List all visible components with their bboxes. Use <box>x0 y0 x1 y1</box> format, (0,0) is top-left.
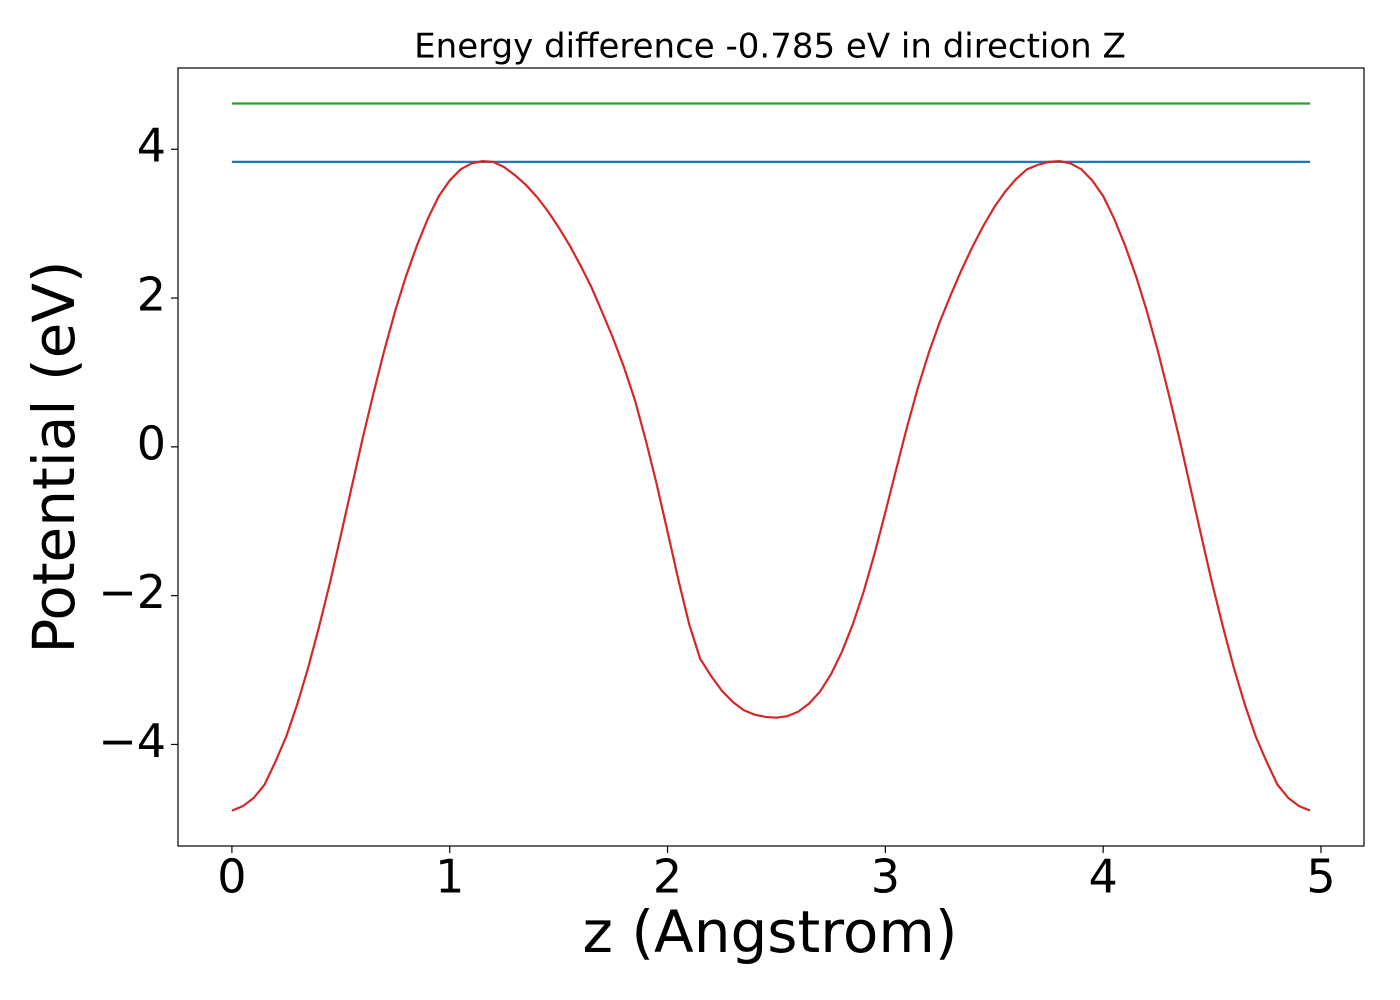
x-tick-label: 2 <box>653 850 682 904</box>
x-tick-label: 1 <box>435 850 464 904</box>
y-tick-label: 2 <box>137 268 166 322</box>
y-tick-label: 0 <box>137 416 166 470</box>
x-tick-label: 0 <box>217 850 246 904</box>
chart-title: Energy difference -0.785 eV in direction… <box>414 27 1126 67</box>
x-tick-label: 5 <box>1306 850 1335 904</box>
y-tick-label: −2 <box>98 565 166 619</box>
x-axis-label: z (Angstrom) <box>583 898 958 966</box>
y-axis-label: Potential (eV) <box>20 260 88 653</box>
line <box>231 160 1311 812</box>
x-tick-label: 3 <box>871 850 900 904</box>
y-tick-label: 4 <box>137 119 166 173</box>
x-tick-label: 4 <box>1089 850 1118 904</box>
plot-frame <box>177 67 1365 847</box>
y-tick-label: −4 <box>98 714 166 768</box>
